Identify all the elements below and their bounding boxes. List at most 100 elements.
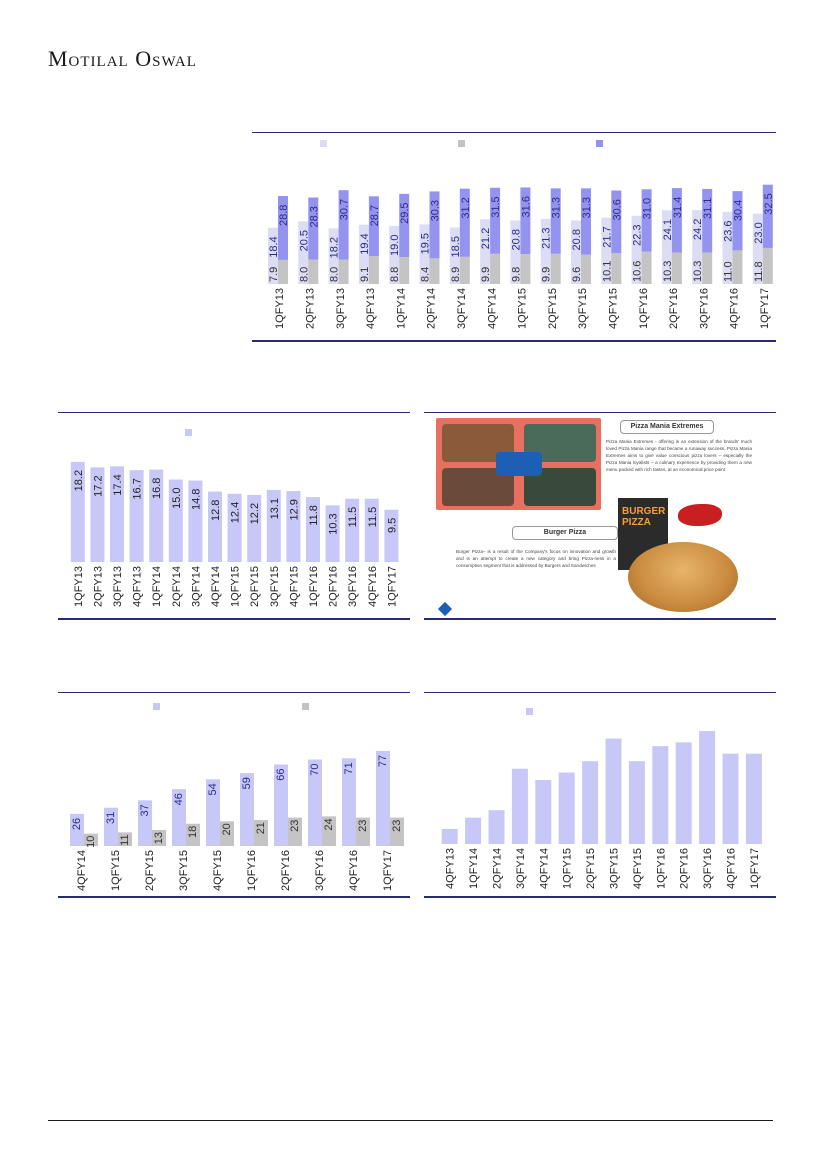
bar [535, 780, 552, 844]
data-label: 8.0 [329, 267, 341, 282]
data-label: 9.1 [359, 267, 371, 282]
data-label: 71 [343, 762, 355, 774]
data-label: 31.6 [520, 196, 532, 217]
x-tick-label: 1QFY16 [246, 850, 258, 891]
pizza-mania-badge [496, 452, 542, 476]
x-tick-label: 1QFY15 [230, 566, 242, 607]
bar [149, 469, 164, 562]
data-label: 28.7 [369, 205, 381, 226]
bar [368, 256, 379, 284]
bar [441, 828, 458, 844]
pizza-mania-image [436, 418, 601, 510]
bar [581, 254, 591, 284]
x-tick-label: 2QFY14 [426, 288, 438, 329]
x-tick-label: 3QFY13 [112, 566, 124, 607]
bar [419, 224, 430, 284]
bar [227, 493, 242, 562]
bar [172, 789, 186, 846]
bar [511, 768, 528, 844]
x-tick-label: 3QFY15 [269, 566, 281, 607]
x-tick-label: 4QFY15 [607, 288, 619, 329]
x-tick-label: 2QFY14 [492, 848, 504, 889]
data-label: 32.5 [763, 193, 775, 214]
data-label: 31.0 [642, 198, 654, 219]
data-label: 21.3 [541, 227, 553, 248]
data-label: 26 [71, 818, 83, 830]
data-label: 20.5 [298, 230, 310, 251]
x-tick-label: 2QFY16 [280, 850, 292, 891]
data-label: 10.3 [662, 261, 674, 282]
x-tick-label: 4QFY14 [538, 848, 550, 889]
x-tick-label: 1QFY15 [562, 848, 574, 889]
x-tick-label: 3QFY16 [314, 850, 326, 891]
bar [358, 224, 369, 284]
x-tick-label: 3QFY15 [609, 848, 621, 889]
bar [702, 252, 713, 284]
data-label: 24.1 [662, 219, 674, 240]
data-label: 8.8 [389, 267, 401, 282]
bar [110, 466, 124, 562]
x-tick-label: 4QFY16 [367, 566, 379, 607]
data-label: 7.9 [268, 267, 280, 282]
bar [389, 225, 400, 284]
bar [129, 470, 144, 562]
legend-swatch [320, 140, 327, 147]
panel-bottom-rule [58, 618, 410, 620]
legend-swatch [302, 703, 309, 710]
data-label: 29.5 [399, 202, 411, 223]
bar [328, 228, 339, 284]
bar [384, 509, 399, 562]
panel-top-rule [252, 132, 776, 133]
bar [571, 220, 581, 284]
x-tick-label: 3QFY15 [577, 288, 589, 329]
data-label: 17.2 [92, 475, 104, 496]
bar [488, 810, 505, 844]
bar [342, 758, 356, 846]
x-tick-label: 4QFY15 [212, 850, 224, 891]
bar [240, 773, 254, 846]
x-tick-label: 4QFY13 [365, 288, 377, 329]
x-tick-label: 3QFY15 [178, 850, 190, 891]
x-tick-label: 1QFY14 [395, 288, 407, 329]
data-label: 8.9 [450, 267, 462, 282]
data-label: 9.8 [510, 267, 522, 282]
bar [308, 259, 319, 284]
data-label: 12.4 [230, 502, 242, 523]
bar [308, 197, 319, 260]
x-tick-label: 1QFY17 [382, 850, 394, 891]
bar [322, 816, 336, 846]
bar [641, 189, 652, 252]
panel-top-rule [424, 412, 776, 413]
data-label: 11.5 [367, 507, 379, 528]
footer-rule [48, 1120, 773, 1121]
bar [298, 221, 309, 284]
data-label: 37 [139, 804, 151, 816]
data-label: 18.5 [450, 236, 462, 257]
bar [702, 188, 713, 253]
bar [84, 833, 98, 846]
bar [288, 817, 302, 846]
data-label: 10 [85, 836, 97, 848]
data-label: 13 [153, 832, 165, 844]
data-label: 18.2 [329, 237, 341, 258]
legend-swatch [526, 708, 533, 715]
bar [582, 761, 599, 844]
data-label: 24.2 [692, 219, 704, 240]
data-label: 21.2 [480, 228, 492, 249]
x-tick-label: 1QFY16 [655, 848, 667, 889]
data-label: 23 [357, 820, 369, 832]
data-label: 23 [289, 820, 301, 832]
bar [325, 505, 340, 562]
dominos-logo-icon [437, 601, 453, 617]
bar [356, 817, 370, 846]
data-label: 12.2 [249, 503, 261, 524]
bar [186, 823, 200, 846]
x-tick-label: 2QFY15 [249, 566, 261, 607]
bar [368, 196, 379, 257]
data-label: 15.0 [171, 488, 183, 509]
data-label: 31.5 [490, 196, 502, 217]
bar [308, 759, 322, 846]
bar [208, 491, 222, 562]
bar [429, 191, 440, 259]
